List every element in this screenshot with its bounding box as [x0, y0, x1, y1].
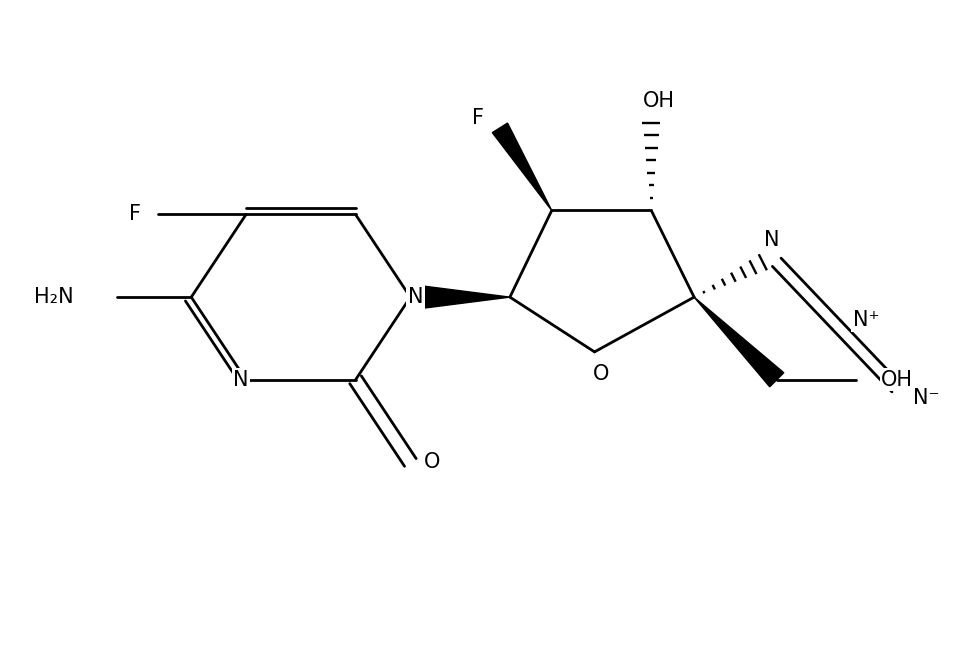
- Text: O: O: [593, 364, 609, 384]
- Text: N⁺: N⁺: [853, 310, 880, 330]
- Polygon shape: [424, 286, 510, 308]
- Polygon shape: [694, 297, 783, 387]
- Text: OH: OH: [882, 370, 914, 390]
- Text: N: N: [407, 287, 423, 307]
- Text: N: N: [764, 230, 780, 250]
- Text: N⁻: N⁻: [913, 388, 939, 408]
- Text: H₂N: H₂N: [34, 287, 74, 307]
- Text: F: F: [128, 205, 141, 224]
- Text: N: N: [233, 370, 249, 390]
- Text: O: O: [424, 452, 440, 473]
- Text: OH: OH: [643, 91, 676, 111]
- Polygon shape: [493, 123, 552, 211]
- Text: F: F: [472, 108, 484, 128]
